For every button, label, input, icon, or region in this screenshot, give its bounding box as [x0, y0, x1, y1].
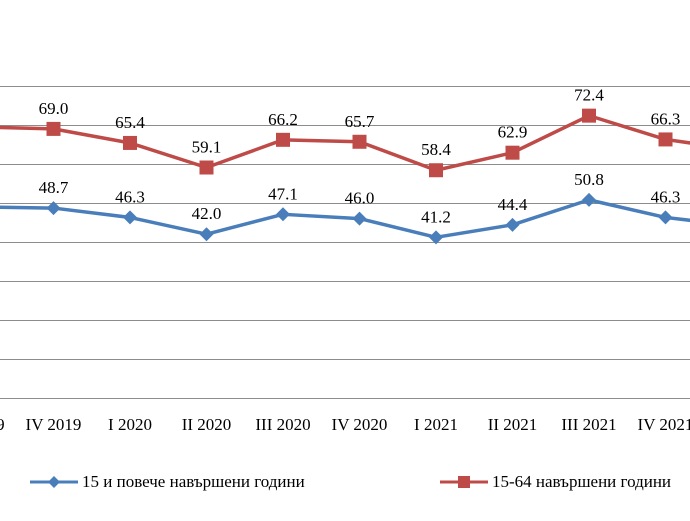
- series-2-data-label: 66.3: [651, 109, 681, 128]
- x-tick-label: IV 2019: [26, 415, 82, 434]
- series-2-data-label: 69.0: [39, 99, 69, 118]
- legend-label-series-1: 15 и повече навършени години: [82, 472, 305, 491]
- legend-label-series-2: 15-64 навършени години: [492, 472, 672, 491]
- series-2-data-label: 65.4: [115, 113, 145, 132]
- series-1-data-label: 46.3: [115, 187, 145, 206]
- series-1-point: [123, 210, 137, 225]
- series-1-point: [352, 211, 367, 226]
- series-2-point: [658, 132, 673, 147]
- series-1-point: [582, 192, 596, 207]
- series-1-data-label: 47.1: [268, 184, 298, 203]
- gridlines: [0, 86, 690, 399]
- series-2-point: [123, 135, 137, 150]
- series-2-data-label: 66.2: [268, 110, 298, 129]
- x-tick-label: III 2020: [255, 415, 310, 434]
- series-1-point: [276, 207, 290, 222]
- series-2-point: [352, 134, 367, 149]
- series-2-data-label: 59.1: [192, 138, 222, 157]
- legend-square-marker-icon: [440, 476, 488, 488]
- data-labels: 548.746.342.047.146.041.244.450.846.369.…: [39, 86, 681, 227]
- x-tick-label: II 2020: [182, 415, 232, 434]
- series-2-point: [276, 132, 290, 147]
- series-2-data-label: 72.4: [574, 86, 604, 105]
- x-tick-label: I 2021: [414, 415, 458, 434]
- x-tick-label: IV 2021: [638, 415, 690, 434]
- series-2-point: [429, 163, 443, 178]
- series-1-data-label: 50.8: [574, 170, 604, 189]
- series-2-point: [505, 145, 520, 160]
- series-1-data-label: 44.4: [498, 195, 528, 214]
- legend-item-series-1: 15 и повече навършени години: [30, 472, 305, 492]
- legend-diamond-marker-icon: [30, 476, 78, 488]
- x-tick-label: III 2021: [561, 415, 616, 434]
- series-1-point: [199, 227, 214, 242]
- series-2-data-label: 62.9: [498, 123, 528, 142]
- legend-item-series-2: 15-64 навършени години: [440, 472, 671, 492]
- series-1-data-label: 46.0: [345, 189, 375, 208]
- series-1-point: [429, 230, 443, 245]
- series-markers: [46, 108, 673, 245]
- x-tick-label: I 2020: [108, 415, 152, 434]
- x-tick-label: IV 2020: [332, 415, 388, 434]
- x-tick-label: II 2021: [488, 415, 538, 434]
- series-2-data-label: 58.4: [421, 140, 451, 159]
- series-2-data-label: 65.7: [345, 112, 375, 131]
- series-1-data-label: 41.2: [421, 207, 451, 226]
- series-1-point: [505, 217, 520, 232]
- x-axis-ticks: III 2019 IV 2019 I 2020 II 2020 III 2020 IV 2…: [0, 415, 690, 434]
- series-2-point: [46, 121, 61, 136]
- x-tick-label: III 2019: [0, 415, 5, 434]
- series-1-point: [46, 201, 61, 216]
- series-1-point: [658, 210, 673, 225]
- series-1-data-label: 48.7: [39, 178, 69, 197]
- series-1-data-label: 46.3: [651, 187, 681, 206]
- series-2-point: [199, 160, 214, 175]
- series-2-point: [582, 108, 596, 123]
- series-1-data-label: 42.0: [192, 204, 222, 223]
